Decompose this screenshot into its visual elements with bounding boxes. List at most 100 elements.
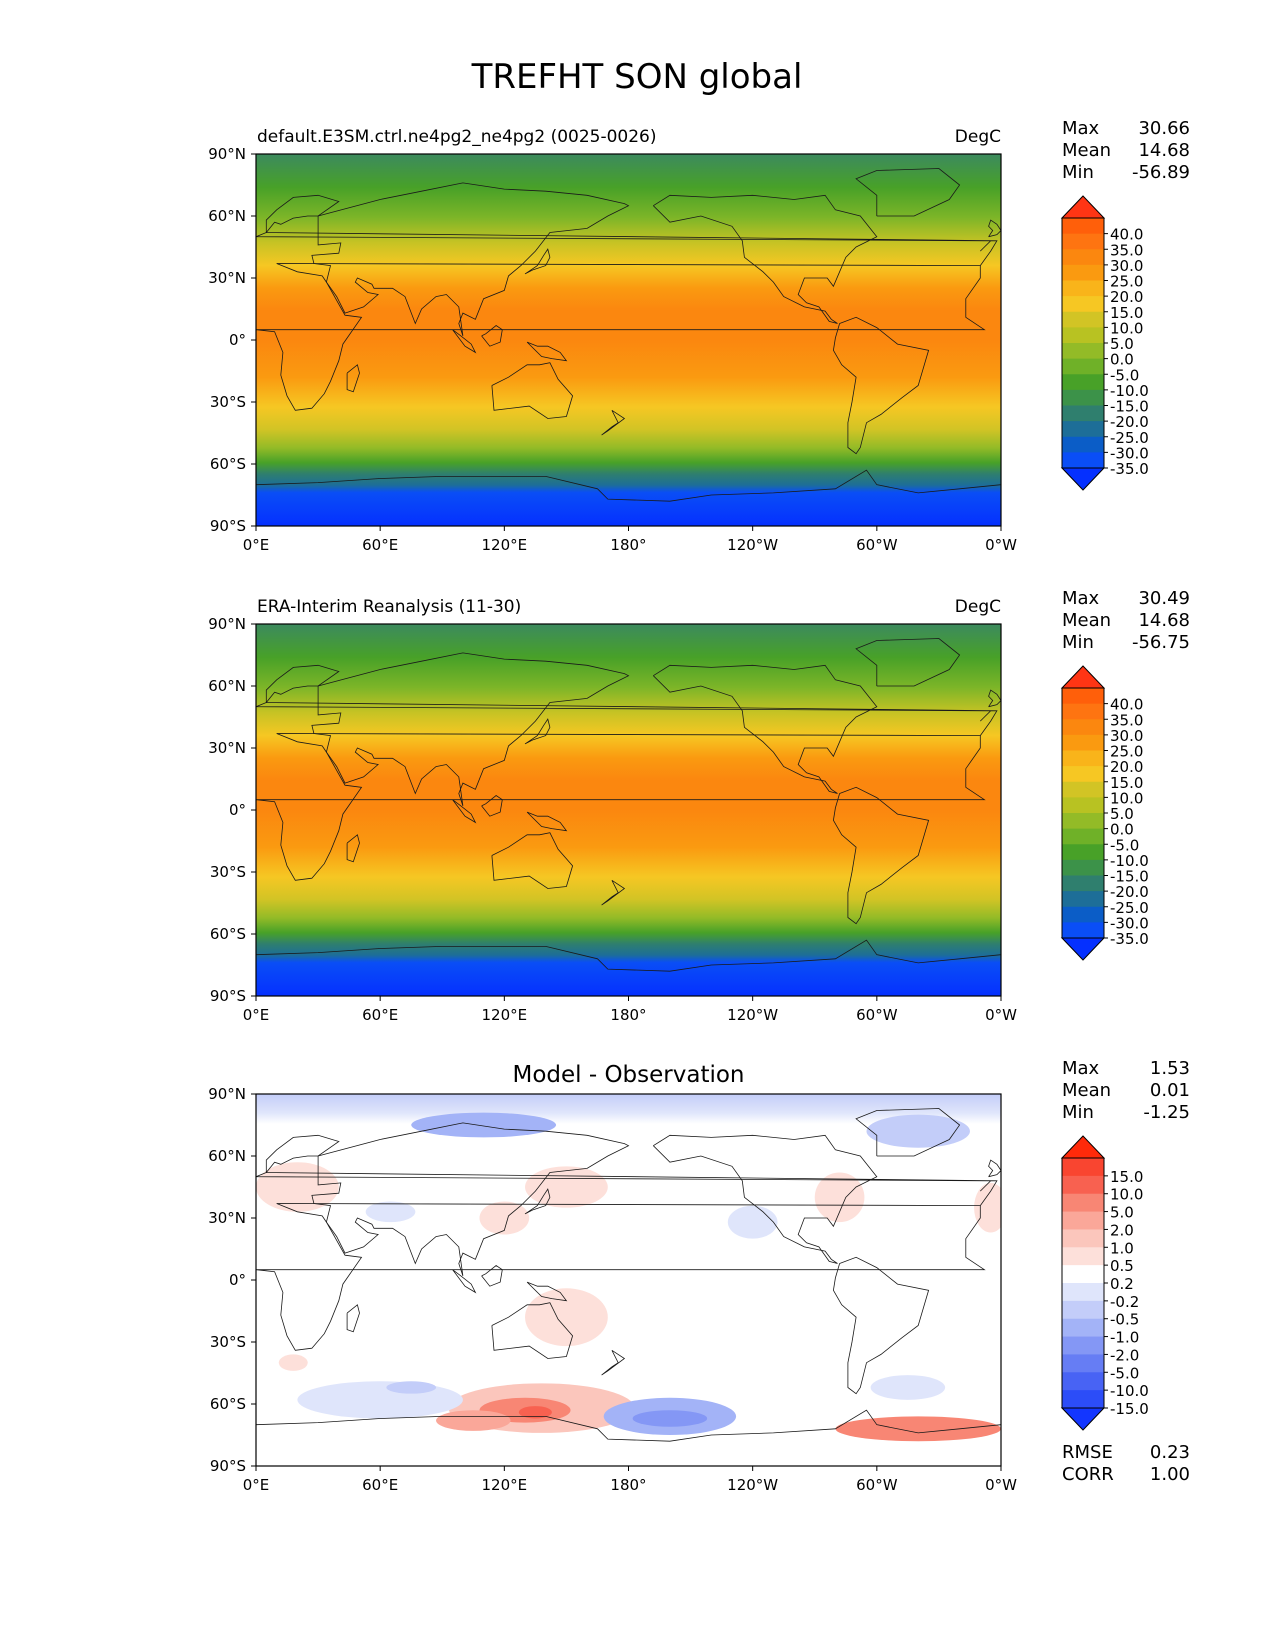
- coastline: [988, 689, 1001, 708]
- coastline: [346, 1304, 360, 1333]
- anomaly-region: [727, 1205, 778, 1239]
- anomaly-region: [386, 1381, 437, 1394]
- colorbar-label: -10.0: [1110, 382, 1149, 400]
- lon-tick-label: 180°: [610, 536, 646, 554]
- anomaly-region: [436, 1410, 511, 1431]
- coastline: [653, 1134, 878, 1264]
- colorbar-segment: [1062, 358, 1104, 375]
- colorbar-label: -0.5: [1110, 1311, 1139, 1329]
- colorbar-label: 25.0: [1110, 743, 1143, 761]
- colorbar-segment: [1062, 906, 1104, 923]
- coastline: [256, 1134, 998, 1206]
- lon-tick-label: 120°W: [727, 536, 778, 554]
- colorbar-label: 20.0: [1110, 288, 1143, 306]
- lat-tick-label: 90°N: [208, 1085, 246, 1103]
- lon-tick-label: 120°E: [482, 1006, 528, 1024]
- lon-tick-label: 60°E: [362, 1476, 398, 1494]
- panel-units: DegC: [955, 127, 1001, 147]
- lon-tick-label: 0°W: [985, 536, 1017, 554]
- colorbar-segment: [1062, 859, 1104, 876]
- coastline: [601, 1349, 626, 1376]
- colorbar-extend-min: [1060, 937, 1106, 961]
- anomaly-region: [479, 1201, 530, 1235]
- coastline: [526, 811, 568, 832]
- colorbar-label: -10.0: [1110, 1382, 1149, 1400]
- lat-tick-label: 90°S: [210, 987, 246, 1005]
- colorbar-segment: [1062, 327, 1104, 344]
- lat-tick-label: 60°S: [210, 1395, 246, 1413]
- lat-tick-label: 90°S: [210, 517, 246, 535]
- colorbar-label: -15.0: [1110, 868, 1149, 886]
- colorbar-segment: [1062, 734, 1104, 751]
- lat-tick-label: 60°N: [208, 207, 246, 225]
- colorbar-label: -15.0: [1110, 398, 1149, 416]
- colorbar-label: -20.0: [1110, 883, 1149, 901]
- panel-model: 90°N 60°N 30°N 0° 30°S 60°S 90°S0°E 60°E 120°E 18…: [208, 118, 1190, 554]
- colorbar-segment: [1062, 233, 1104, 250]
- lat-tick-label: 90°N: [208, 145, 246, 163]
- colorbar-label: -30.0: [1110, 444, 1149, 462]
- lon-tick-label: 0°W: [985, 1476, 1017, 1494]
- stat-label: Mean: [1062, 140, 1111, 161]
- anomaly-region: [814, 1172, 865, 1223]
- colorbar-label: 15.0: [1110, 304, 1143, 322]
- colorbar-segment: [1062, 1336, 1104, 1355]
- colorbar-segment: [1062, 1265, 1104, 1284]
- colorbar-segment: [1062, 1372, 1104, 1391]
- coastline: [988, 1159, 1001, 1178]
- panel-title: default.E3SM.ctrl.ne4pg2_ne4pg2 (0025-00…: [257, 127, 657, 147]
- colorbar-segment: [1062, 1390, 1104, 1409]
- coastline: [256, 1409, 1001, 1442]
- coastline: [346, 834, 360, 863]
- lat-tick-label: 30°N: [208, 269, 246, 287]
- colorbar-segment: [1062, 1247, 1104, 1266]
- stat-label: Min: [1062, 632, 1094, 653]
- stat-value: 1.00: [1150, 1464, 1190, 1485]
- coastline: [491, 1302, 574, 1359]
- colorbar-label: 10.0: [1110, 789, 1143, 807]
- lat-tick-label: 30°N: [208, 1209, 246, 1227]
- anomaly-region: [835, 1416, 1001, 1442]
- lon-tick-label: 60°E: [362, 536, 398, 554]
- coastline: [653, 194, 878, 324]
- coastline: [832, 786, 930, 925]
- stat-label: CORR: [1062, 1464, 1114, 1485]
- anomaly-region: [518, 1406, 552, 1419]
- colorbar-segment: [1062, 891, 1104, 908]
- coastline: [481, 325, 503, 347]
- lon-tick-label: 60°W: [856, 536, 898, 554]
- coastline: [452, 329, 477, 354]
- colorbar-label: 10.0: [1110, 1186, 1143, 1204]
- colorbar-segment: [1062, 264, 1104, 281]
- coastline: [256, 194, 998, 266]
- coastline: [452, 799, 477, 824]
- coastline: [601, 879, 626, 906]
- colorbar-label: -2.0: [1110, 1346, 1139, 1364]
- anomaly-region: [278, 1354, 308, 1371]
- panel-diff: 90°N 60°N 30°N 0° 30°S 60°S 90°S0°E 60°E 120°E 18…: [208, 1058, 1190, 1494]
- colorbar-extend-min: [1060, 467, 1106, 491]
- stat-label: Max: [1062, 118, 1100, 139]
- lat-tick-label: 30°S: [210, 393, 246, 411]
- coastline: [311, 182, 630, 337]
- coastline: [524, 1188, 551, 1215]
- colorbar-label: 40.0: [1110, 226, 1143, 244]
- lon-tick-label: 180°: [610, 1476, 646, 1494]
- map-field: [256, 624, 1001, 996]
- coastline: [256, 733, 986, 881]
- colorbar-segment: [1062, 688, 1104, 705]
- coastline: [832, 316, 930, 455]
- coastline: [524, 248, 551, 275]
- stat-value: -56.89: [1132, 162, 1190, 183]
- colorbar-label: 5.0: [1110, 805, 1134, 823]
- stat-label: Min: [1062, 162, 1094, 183]
- colorbar-segment: [1062, 1193, 1104, 1213]
- panel-units: DegC: [955, 597, 1001, 617]
- colorbar-segment: [1062, 922, 1104, 939]
- colorbar-label: -20.0: [1110, 413, 1149, 431]
- colorbar-segment: [1062, 1283, 1104, 1302]
- stat-label: RMSE: [1062, 1442, 1113, 1463]
- colorbar-extend-max: [1060, 1135, 1106, 1159]
- colorbar-label: 0.5: [1110, 1257, 1134, 1275]
